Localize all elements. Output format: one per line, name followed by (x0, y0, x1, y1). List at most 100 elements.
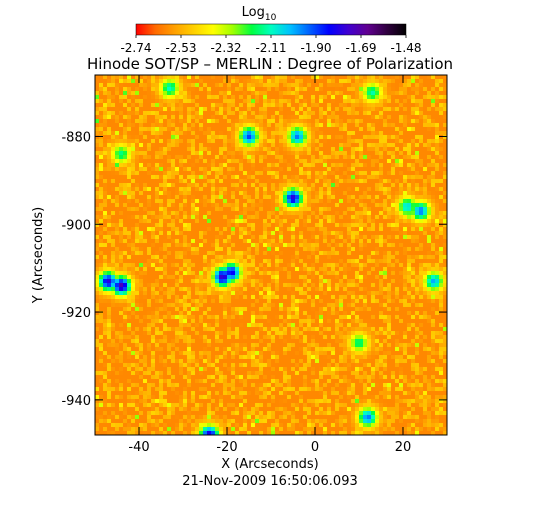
heatmap-cell (235, 75, 239, 79)
heatmap-cell (431, 231, 435, 235)
heatmap-cell (147, 295, 151, 299)
heatmap-cell (111, 147, 115, 151)
heatmap-cell (423, 115, 427, 119)
heatmap-cell (387, 91, 391, 95)
heatmap-cell (383, 111, 387, 115)
heatmap-cell (103, 203, 107, 207)
heatmap-cell (295, 115, 299, 119)
heatmap-cell (363, 191, 367, 195)
heatmap-cell (423, 263, 427, 267)
heatmap-cell (283, 263, 287, 267)
heatmap-cell (263, 203, 267, 207)
heatmap-cell (423, 147, 427, 151)
heatmap-cell (291, 183, 295, 187)
heatmap-cell (407, 215, 411, 219)
heatmap-cell (347, 203, 351, 207)
heatmap-cell (323, 255, 327, 259)
heatmap-cell (391, 219, 395, 223)
heatmap-cell (279, 187, 283, 191)
heatmap-cell (267, 155, 271, 159)
heatmap-cell (219, 183, 223, 187)
heatmap-cell (123, 171, 127, 175)
heatmap-cell (199, 171, 203, 175)
heatmap-cell (263, 87, 267, 91)
heatmap-cell (351, 287, 355, 291)
heatmap-cell (127, 199, 131, 203)
heatmap-cell (127, 295, 131, 299)
colorbar-tick-label: -2.53 (165, 41, 196, 55)
heatmap-cell (243, 79, 247, 83)
heatmap-cell (295, 139, 299, 143)
heatmap-cell (279, 203, 283, 207)
heatmap-cell (299, 79, 303, 83)
heatmap-cell (111, 155, 115, 159)
heatmap-cell (255, 167, 259, 171)
heatmap-cell (391, 135, 395, 139)
heatmap-cell (415, 131, 419, 135)
heatmap-cell (351, 75, 355, 79)
heatmap-cell (407, 251, 411, 255)
heatmap-cell (195, 159, 199, 163)
heatmap-cell (107, 95, 111, 99)
heatmap-cell (155, 223, 159, 227)
heatmap-cell (215, 167, 219, 171)
heatmap-cell (355, 235, 359, 239)
heatmap-cell (415, 115, 419, 119)
heatmap-cell (443, 131, 447, 135)
heatmap-cell (395, 159, 399, 163)
heatmap-cell (327, 147, 331, 151)
heatmap-cell (231, 271, 235, 275)
heatmap-cell (135, 255, 139, 259)
heatmap-cell (383, 131, 387, 135)
heatmap-cell (255, 251, 259, 255)
heatmap-cell (287, 83, 291, 87)
heatmap-cell (151, 75, 155, 79)
heatmap-cell (115, 267, 119, 271)
heatmap-cell (171, 135, 175, 139)
heatmap-cell (375, 295, 379, 299)
heatmap-cell (219, 211, 223, 215)
heatmap-cell (199, 127, 203, 131)
heatmap-cell (231, 179, 235, 183)
heatmap-cell (203, 195, 207, 199)
heatmap-cell (419, 275, 423, 279)
heatmap-cell (399, 103, 403, 107)
heatmap-cell (383, 267, 387, 271)
heatmap-cell (407, 239, 411, 243)
heatmap-cell (427, 155, 431, 159)
heatmap-cell (323, 131, 327, 135)
heatmap-cell (367, 219, 371, 223)
heatmap-cell (379, 207, 383, 211)
heatmap-cell (283, 279, 287, 283)
heatmap-cell (395, 103, 399, 107)
heatmap-cell (219, 267, 223, 271)
heatmap-cell (151, 179, 155, 183)
heatmap-cell (139, 123, 143, 127)
heatmap-cell (347, 295, 351, 299)
heatmap-cell (139, 127, 143, 131)
heatmap-cell (263, 299, 267, 303)
heatmap-cell (247, 127, 251, 131)
heatmap-cell (411, 255, 415, 259)
heatmap-cell (103, 167, 107, 171)
heatmap-cell (135, 127, 139, 131)
heatmap-cell (411, 139, 415, 143)
heatmap-cell (343, 163, 347, 167)
heatmap-cell (235, 135, 239, 139)
heatmap-cell (435, 147, 439, 151)
heatmap-cell (399, 155, 403, 159)
heatmap-cell (127, 87, 131, 91)
heatmap-cell (111, 255, 115, 259)
heatmap-cell (391, 211, 395, 215)
heatmap-cell (187, 151, 191, 155)
heatmap-cell (155, 215, 159, 219)
heatmap-cell (243, 243, 247, 247)
heatmap-cell (423, 171, 427, 175)
heatmap-cell (375, 259, 379, 263)
heatmap-cell (115, 111, 119, 115)
heatmap-cell (247, 215, 251, 219)
heatmap-cell (131, 167, 135, 171)
heatmap-cell (99, 187, 103, 191)
heatmap-cell (175, 279, 179, 283)
heatmap-cell (123, 131, 127, 135)
